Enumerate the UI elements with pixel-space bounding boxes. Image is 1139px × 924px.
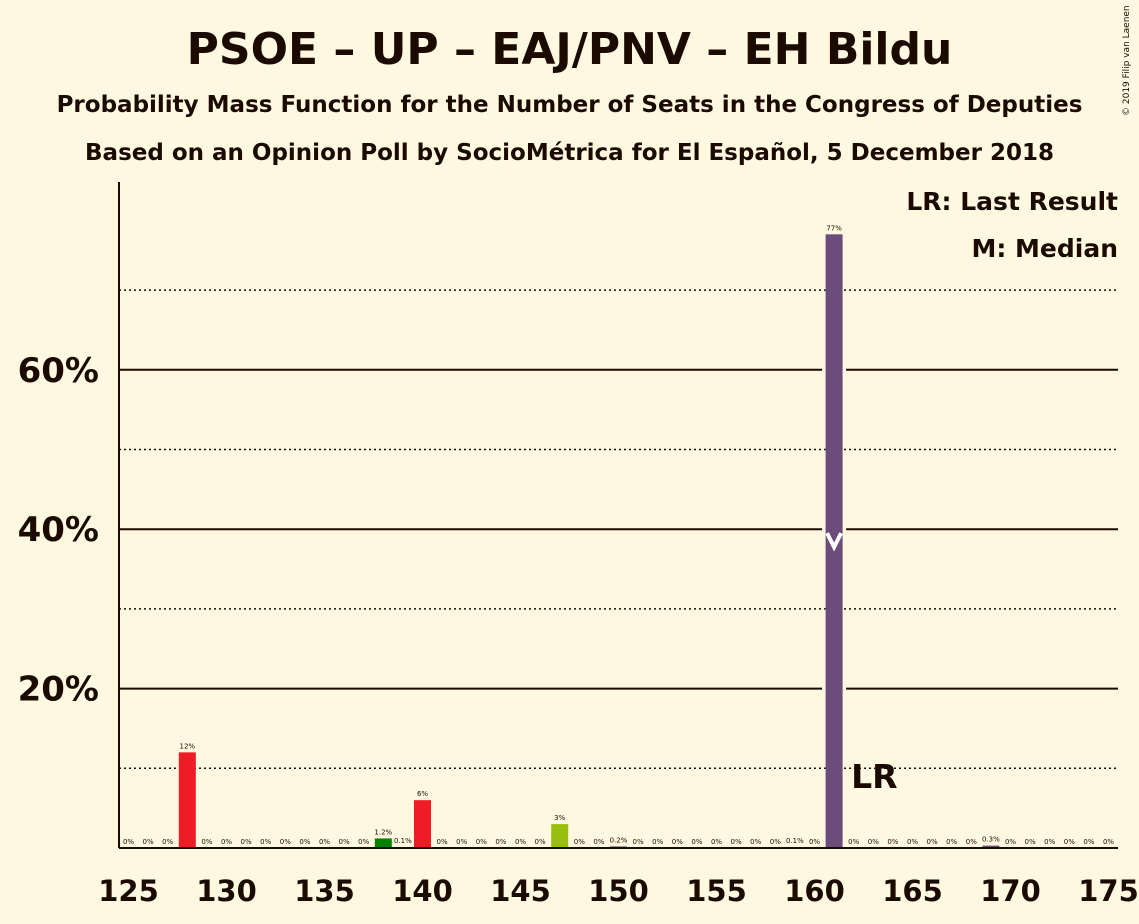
data-labels: 0% 0% 0%12%0% 0% 0% 0% 0% 0% 0% 0% 0%1.2%0.1%6%0% 0… — [123, 224, 1114, 846]
data-label-seat-135: 0% — [319, 838, 330, 846]
legend-median: M: Median — [971, 234, 1118, 263]
data-label-seat-158: 0% — [770, 838, 781, 846]
legend-last-result: LR: Last Result — [906, 187, 1118, 216]
bar-seat-140 — [414, 800, 431, 848]
x-tick-label: 170 — [980, 874, 1041, 908]
data-label-seat-159: 0.1% — [786, 837, 804, 845]
data-label-seat-155: 0% — [711, 838, 722, 846]
data-label-seat-172: 0% — [1044, 838, 1055, 846]
bar-seat-161 — [825, 234, 843, 848]
data-label-seat-130: 0% — [221, 838, 232, 846]
data-label-seat-137: 0% — [358, 838, 369, 846]
bar-seat-169 — [982, 845, 1000, 848]
data-label-seat-125: 0% — [123, 838, 134, 846]
data-label-seat-134: 0% — [299, 838, 310, 846]
median-marker — [825, 532, 843, 552]
x-tick-label: 125 — [98, 874, 159, 908]
data-label-seat-129: 0% — [201, 838, 212, 846]
bar-seat-138 — [374, 838, 392, 848]
data-label-seat-133: 0% — [280, 838, 291, 846]
data-label-seat-169: 0.3% — [982, 836, 1000, 844]
data-label-seat-147: 3% — [554, 814, 565, 822]
data-label-seat-148: 0% — [574, 838, 585, 846]
chart-title: PSOE – UP – EAJ/PNV – EH Bildu — [186, 24, 953, 75]
data-label-seat-168: 0% — [966, 838, 977, 846]
data-label-seat-128: 12% — [180, 742, 196, 750]
chart-source: Based on an Opinion Poll by SocioMétrica… — [85, 140, 1054, 166]
data-label-seat-127: 0% — [162, 838, 173, 846]
data-label-seat-149: 0% — [593, 838, 604, 846]
bar-seat-147 — [551, 824, 569, 848]
data-label-seat-138: 1.2% — [374, 828, 392, 836]
data-label-seat-132: 0% — [260, 838, 271, 846]
last-result-marker: LR — [851, 757, 897, 796]
y-tick-label: 20% — [18, 670, 99, 710]
data-label-seat-136: 0% — [339, 838, 350, 846]
x-axis-ticks: 125 130 135 140 145 150 155 160 165 170 175 — [98, 874, 1139, 908]
data-label-seat-139: 0.1% — [394, 837, 412, 845]
data-label-seat-144: 0% — [495, 838, 506, 846]
data-label-seat-145: 0% — [515, 838, 526, 846]
data-label-seat-146: 0% — [535, 838, 546, 846]
data-label-seat-173: 0% — [1064, 838, 1075, 846]
data-label-seat-150: 0.2% — [610, 836, 628, 844]
data-label-seat-154: 0% — [691, 838, 702, 846]
median-chevron — [825, 532, 843, 552]
data-label-seat-167: 0% — [946, 838, 957, 846]
x-tick-label: 150 — [588, 874, 649, 908]
data-label-seat-170: 0% — [1005, 838, 1016, 846]
data-label-seat-143: 0% — [476, 838, 487, 846]
axes — [118, 182, 1118, 849]
data-label-seat-166: 0% — [927, 838, 938, 846]
data-label-seat-171: 0% — [1025, 838, 1036, 846]
data-label-seat-140: 6% — [417, 790, 428, 798]
y-tick-label: 40% — [18, 510, 99, 550]
x-tick-label: 140 — [392, 874, 453, 908]
data-label-seat-142: 0% — [456, 838, 467, 846]
data-label-seat-126: 0% — [143, 838, 154, 846]
data-label-seat-153: 0% — [672, 838, 683, 846]
data-label-seat-161: 77% — [826, 224, 842, 232]
x-tick-label: 145 — [490, 874, 551, 908]
grid-lines — [119, 289, 1118, 770]
x-tick-label: 165 — [882, 874, 943, 908]
data-label-seat-175: 0% — [1103, 838, 1114, 846]
x-tick-label: 155 — [686, 874, 747, 908]
data-label-seat-164: 0% — [887, 838, 898, 846]
chart-subtitle: Probability Mass Function for the Number… — [56, 92, 1083, 118]
x-tick-label: 130 — [196, 874, 257, 908]
data-label-seat-157: 0% — [750, 838, 761, 846]
data-label-seat-163: 0% — [868, 838, 879, 846]
x-tick-label: 175 — [1078, 874, 1139, 908]
data-label-seat-152: 0% — [652, 838, 663, 846]
x-tick-label: 160 — [784, 874, 845, 908]
y-axis-ticks: 20% 40% 60% — [18, 351, 99, 710]
data-label-seat-162: 0% — [848, 838, 859, 846]
data-label-seat-165: 0% — [907, 838, 918, 846]
data-label-seat-174: 0% — [1083, 838, 1094, 846]
data-label-seat-151: 0% — [633, 838, 644, 846]
x-tick-label: 135 — [294, 874, 355, 908]
data-label-seat-141: 0% — [437, 838, 448, 846]
bar-seat-128 — [178, 752, 196, 848]
data-label-seat-156: 0% — [731, 838, 742, 846]
data-label-seat-131: 0% — [241, 838, 252, 846]
y-tick-label: 60% — [18, 351, 99, 391]
data-label-seat-160: 0% — [809, 838, 820, 846]
bar-series — [178, 234, 1000, 848]
